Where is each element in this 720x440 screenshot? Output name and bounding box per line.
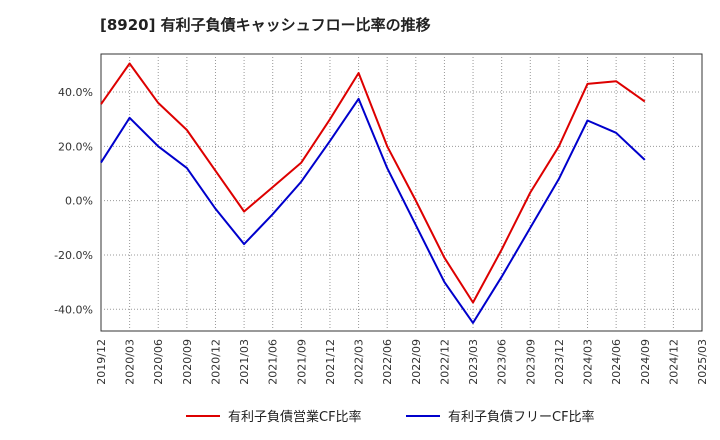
- series-line-2: [100, 97, 646, 324]
- x-tick-label: 2020/03: [124, 339, 137, 385]
- x-tick-label: 2024/03: [582, 339, 595, 385]
- x-tick-label: 2025/03: [696, 339, 709, 385]
- x-tick-label: 2023/09: [524, 339, 537, 385]
- y-tick-label: 0.0%: [65, 195, 93, 208]
- x-tick-label: 2022/06: [381, 339, 394, 385]
- x-tick-label: 2024/06: [610, 339, 623, 385]
- x-tick-label: 2023/06: [496, 339, 509, 385]
- x-tick-label: 2021/09: [295, 339, 308, 385]
- x-tick-label: 2020/09: [181, 339, 194, 385]
- x-tick-label: 2020/12: [209, 339, 222, 385]
- x-tick-label: 2021/06: [267, 339, 280, 385]
- x-tick-label: 2019/12: [95, 339, 108, 385]
- x-tick-label: 2022/09: [410, 339, 423, 385]
- x-tick-label: 2022/03: [353, 339, 366, 385]
- y-tick-label: 20.0%: [58, 140, 93, 153]
- y-tick-label: -20.0%: [54, 249, 93, 262]
- x-tick-label: 2021/03: [238, 339, 251, 385]
- x-tick-label: 2022/12: [438, 339, 451, 385]
- x-tick-label: 2023/12: [553, 339, 566, 385]
- x-tick-label: 2023/03: [467, 339, 480, 385]
- plot-area: [100, 53, 703, 332]
- legend-label-1: 有利子負債営業CF比率: [228, 409, 362, 425]
- y-tick-label: -40.0%: [54, 303, 93, 316]
- x-tick-label: 2024/09: [639, 339, 652, 385]
- y-tick-label: 40.0%: [58, 86, 93, 99]
- x-tick-label: 2024/12: [667, 339, 680, 385]
- series-line-1: [100, 62, 646, 304]
- chart-title: [8920] 有利子負債キャッシュフロー比率の推移: [100, 16, 431, 34]
- x-tick-label: 2020/06: [152, 339, 165, 385]
- x-tick-label: 2021/12: [324, 339, 337, 385]
- legend-label-2: 有利子負債フリーCF比率: [448, 409, 595, 425]
